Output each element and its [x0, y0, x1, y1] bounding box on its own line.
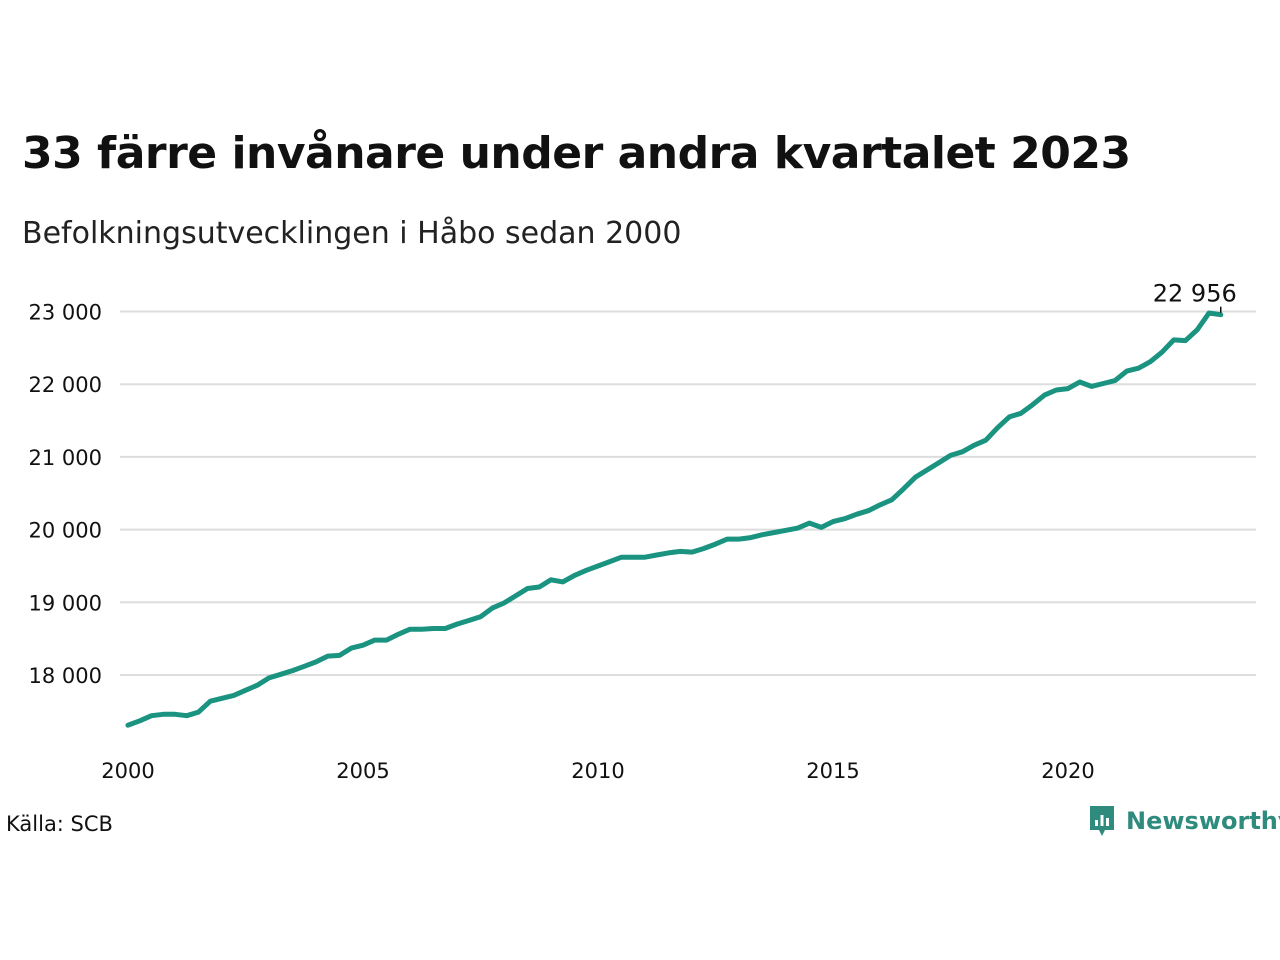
- y-tick-label: 18 000: [29, 664, 102, 688]
- chart-title: 33 färre invånare under andra kvartalet …: [22, 128, 1131, 179]
- x-axis: 2000 2005 2010 2015 2020: [101, 759, 1094, 783]
- chart-subtitle: Befolkningsutvecklingen i Håbo sedan 200…: [22, 216, 682, 251]
- y-tick-label: 23 000: [29, 301, 102, 325]
- x-tick-label: 2015: [806, 759, 859, 783]
- x-tick-label: 2020: [1041, 759, 1094, 783]
- newsworthy-logo-icon: [1090, 806, 1114, 836]
- y-tick-label: 22 000: [29, 373, 102, 397]
- gridlines: [120, 310, 1256, 676]
- x-tick-label: 2010: [571, 759, 624, 783]
- y-axis: 18 000 19 000 20 000 21 000 22 000 23 000: [29, 301, 102, 689]
- annotations: 22 956: [1153, 280, 1237, 313]
- brand-logo[interactable]: Newsworthy: [1088, 804, 1280, 838]
- x-tick-label: 2000: [101, 759, 154, 783]
- y-tick-label: 21 000: [29, 446, 102, 470]
- last-value-label: 22 956: [1153, 280, 1237, 308]
- y-tick-label: 19 000: [29, 591, 102, 615]
- y-tick-label: 20 000: [29, 519, 102, 543]
- x-tick-label: 2005: [336, 759, 389, 783]
- brand-name: Newsworthy: [1126, 807, 1280, 835]
- series: [125, 310, 1224, 728]
- source-note: Källa: SCB: [6, 812, 113, 836]
- population-line: [125, 310, 1224, 728]
